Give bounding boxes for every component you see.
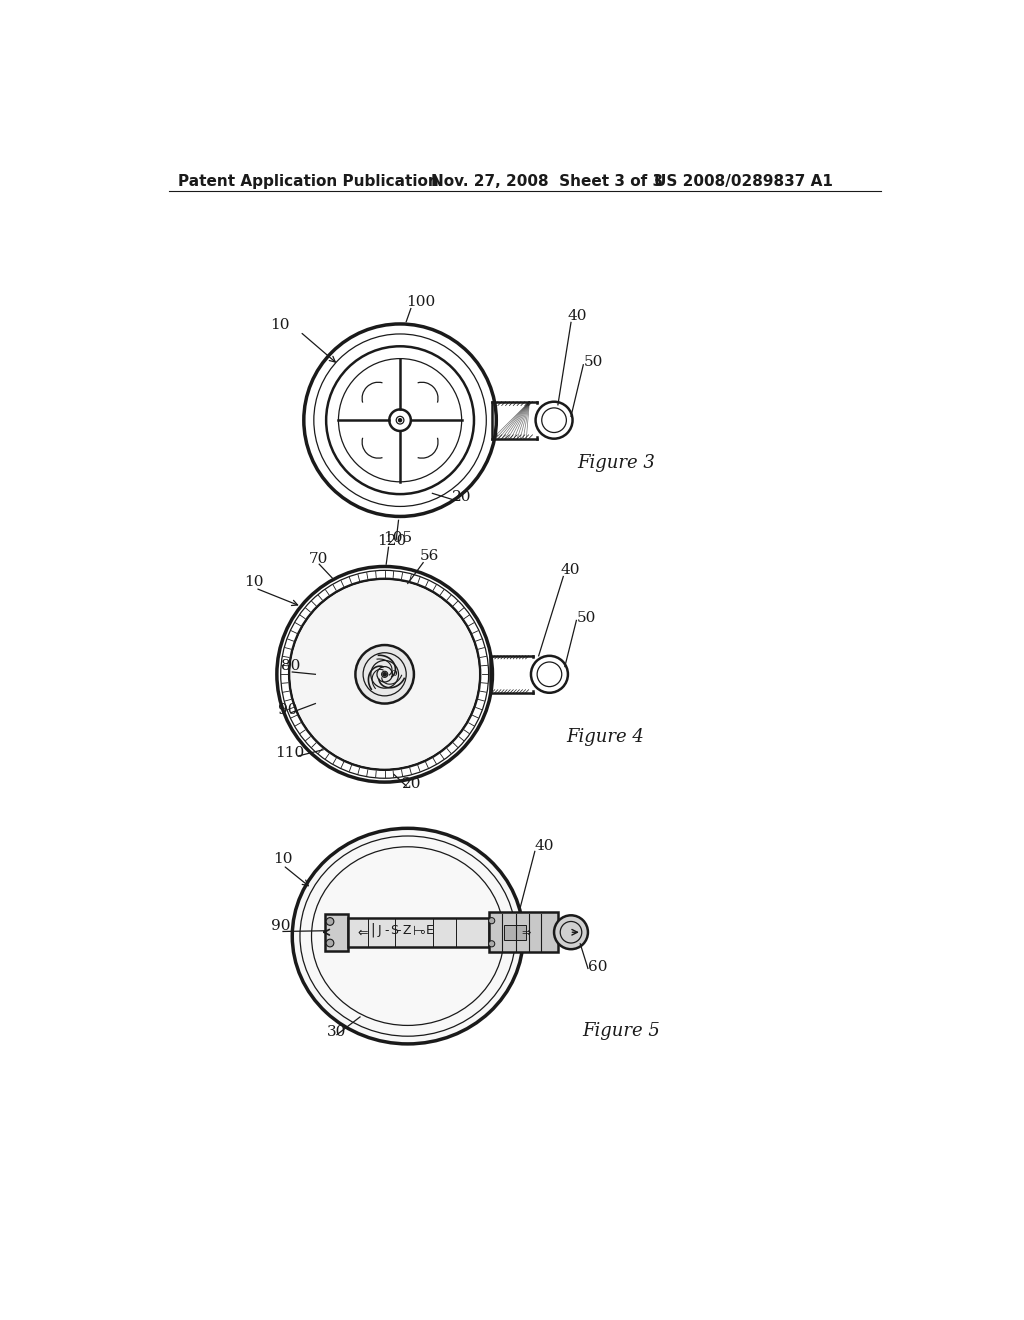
Text: -: -: [396, 924, 400, 937]
Text: 20: 20: [453, 490, 472, 504]
Circle shape: [326, 940, 334, 946]
Text: 40: 40: [561, 564, 581, 577]
Circle shape: [488, 917, 495, 924]
Text: $\Rightarrow$: $\Rightarrow$: [519, 927, 532, 937]
Text: $\circ$: $\circ$: [418, 924, 426, 937]
Text: 105: 105: [383, 531, 413, 545]
Text: 30: 30: [327, 1026, 346, 1039]
Circle shape: [398, 418, 401, 422]
Text: 60: 60: [588, 960, 607, 974]
Text: 70: 70: [309, 552, 329, 566]
Circle shape: [355, 645, 414, 704]
Ellipse shape: [292, 829, 523, 1044]
Text: o: o: [390, 668, 396, 678]
Bar: [488, 912, 558, 952]
Text: Nov. 27, 2008  Sheet 3 of 3: Nov. 27, 2008 Sheet 3 of 3: [431, 174, 663, 189]
Text: |: |: [370, 923, 375, 937]
Text: Figure 3: Figure 3: [578, 454, 655, 473]
Text: 10: 10: [273, 851, 293, 866]
Bar: [326, 913, 348, 950]
Circle shape: [488, 941, 495, 946]
Text: Z: Z: [402, 924, 411, 937]
Text: 50: 50: [584, 355, 603, 370]
Circle shape: [382, 671, 388, 677]
Text: S: S: [390, 924, 398, 937]
Text: 20: 20: [401, 777, 421, 791]
Text: 110: 110: [275, 747, 304, 760]
Text: J: J: [378, 924, 381, 937]
Circle shape: [291, 581, 478, 768]
Text: Figure 5: Figure 5: [583, 1022, 660, 1040]
Text: Figure 4: Figure 4: [566, 729, 644, 746]
Text: 90: 90: [270, 919, 290, 933]
Text: 90: 90: [279, 704, 298, 717]
Text: US 2008/0289837 A1: US 2008/0289837 A1: [654, 174, 834, 189]
Text: 100: 100: [407, 296, 435, 309]
Text: $\vdash$: $\vdash$: [410, 924, 424, 937]
Circle shape: [554, 915, 588, 949]
Text: -: -: [384, 924, 388, 937]
Text: 80: 80: [282, 660, 301, 673]
Text: 50: 50: [577, 611, 596, 624]
Text: Patent Application Publication: Patent Application Publication: [178, 174, 439, 189]
Text: E: E: [425, 924, 433, 937]
Circle shape: [326, 917, 334, 925]
Text: $\Leftarrow$: $\Leftarrow$: [354, 925, 369, 939]
Text: 40: 40: [535, 840, 554, 853]
Bar: [504, 924, 525, 940]
Text: 56: 56: [419, 549, 438, 564]
Text: 10: 10: [270, 318, 290, 333]
Text: 10: 10: [245, 574, 264, 589]
Bar: [348, 917, 488, 946]
Text: 120: 120: [377, 535, 407, 548]
Text: 40: 40: [568, 309, 588, 323]
Circle shape: [383, 673, 386, 676]
